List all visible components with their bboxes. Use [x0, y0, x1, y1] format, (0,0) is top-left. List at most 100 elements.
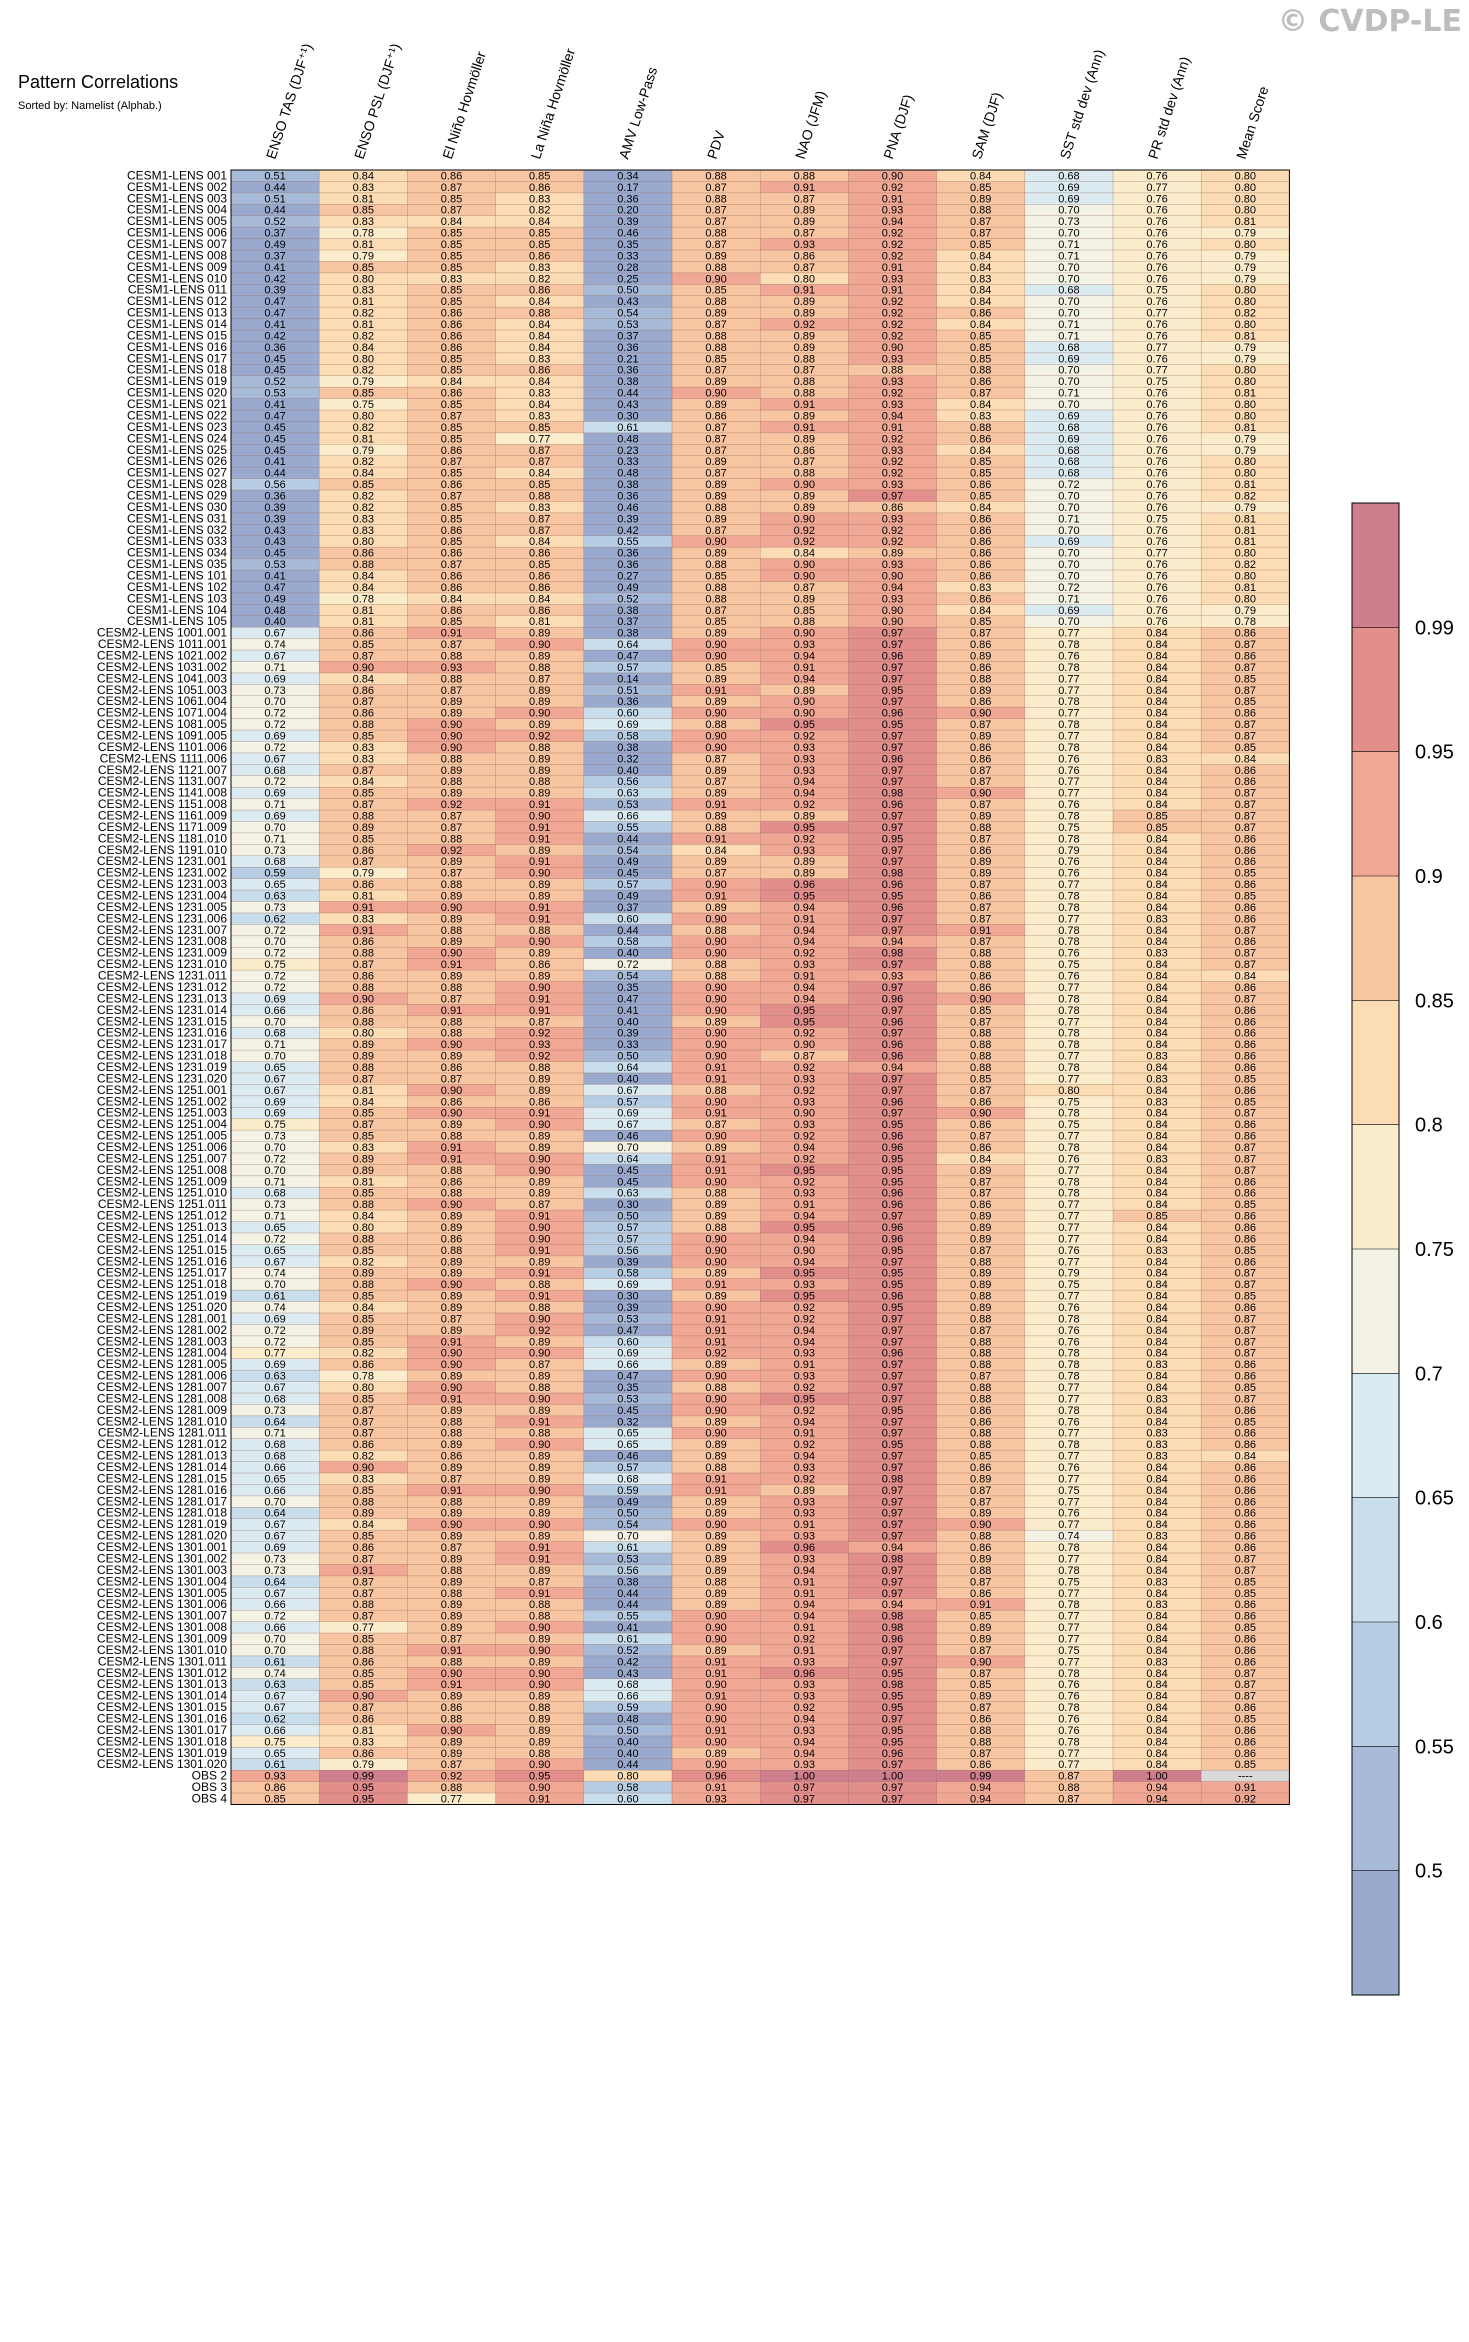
heatmap-cell [760, 1267, 849, 1279]
cell-value: 0.83 [1146, 1153, 1167, 1165]
cell-value: 0.64 [264, 1416, 285, 1428]
cell-value: 0.83 [1146, 1656, 1167, 1668]
heatmap-cell [672, 1678, 761, 1691]
heatmap-cell [407, 730, 496, 742]
cell-value: 0.78 [1058, 1439, 1079, 1451]
row-label: CESM2-LENS 1281.004 [97, 1346, 227, 1360]
heatmap-cell [495, 535, 584, 548]
row-label: CESM2-LENS 1231.019 [97, 1060, 227, 1074]
heatmap-cell [1113, 901, 1202, 913]
cell-value: 0.66 [264, 1622, 285, 1634]
cell-value: 0.88 [441, 1496, 462, 1508]
heatmap-cell [231, 764, 320, 776]
heatmap-cell [672, 455, 761, 468]
cell-value: 0.88 [705, 1085, 726, 1097]
cell-value: 0.87 [441, 811, 462, 823]
heatmap-cell [760, 752, 849, 765]
cell-value: 0.93 [794, 1096, 815, 1108]
cell-value: 0.90 [794, 1108, 815, 1120]
cell-value: 0.80 [353, 410, 374, 422]
cell-value: 0.52 [617, 593, 638, 605]
cell-value: 0.86 [529, 570, 550, 582]
cell-value: 0.84 [1146, 1382, 1167, 1394]
heatmap-cell [848, 227, 937, 239]
heatmap-cell [1113, 410, 1202, 422]
heatmap-cell [1113, 924, 1202, 936]
cell-value: 0.81 [353, 193, 374, 205]
heatmap-cell [231, 1507, 320, 1519]
heatmap-cell [1201, 1118, 1290, 1131]
row-label: CESM2-LENS 1051.003 [97, 683, 227, 697]
cell-value: 0.88 [794, 388, 815, 400]
cell-value: 0.27 [617, 570, 638, 582]
heatmap-cell [1024, 512, 1113, 525]
cell-value: 0.78 [1058, 1702, 1079, 1714]
heatmap-cell [760, 1553, 849, 1565]
cell-value: 0.86 [1235, 1359, 1256, 1371]
heatmap-cell [760, 1370, 849, 1382]
heatmap-cell [672, 1152, 761, 1165]
cell-value: 0.76 [1146, 216, 1167, 228]
cell-value: 0.84 [353, 170, 374, 182]
cell-value: 0.92 [794, 1176, 815, 1188]
heatmap-cell [848, 1210, 937, 1222]
cell-value: 0.69 [264, 788, 285, 800]
heatmap-cell [495, 1575, 584, 1588]
heatmap-cell [760, 501, 849, 513]
cell-value: 0.97 [882, 696, 903, 708]
cell-value: 0.95 [882, 1119, 903, 1131]
cell-value: 0.96 [882, 993, 903, 1005]
heatmap-cell [1201, 501, 1290, 513]
heatmap-cell [231, 1484, 320, 1496]
heatmap-cell [231, 1701, 320, 1714]
heatmap-cell [760, 844, 849, 856]
heatmap-cell [672, 261, 761, 273]
heatmap-cell [319, 1004, 408, 1016]
cell-value: 0.36 [617, 193, 638, 205]
heatmap-cell [583, 1793, 672, 1805]
heatmap-cell [231, 284, 320, 296]
cell-value: 0.53 [617, 1393, 638, 1405]
cell-value: 0.78 [1058, 1005, 1079, 1017]
heatmap-cell [760, 1164, 849, 1176]
cell-value: 0.86 [529, 959, 550, 971]
heatmap-cell [1113, 1358, 1202, 1371]
heatmap-cell [760, 410, 849, 422]
cell-value: 0.77 [1058, 1016, 1079, 1028]
cell-value: 0.91 [529, 993, 550, 1005]
heatmap-cell [760, 741, 849, 753]
heatmap-cell [848, 1038, 937, 1051]
heatmap-cell [1201, 1301, 1290, 1313]
heatmap-cell [407, 844, 496, 856]
cell-value: 0.89 [441, 1268, 462, 1280]
heatmap-cell [1201, 1244, 1290, 1256]
heatmap-cell [319, 1770, 408, 1782]
heatmap-cell [231, 375, 320, 388]
cell-value: 0.44 [617, 833, 638, 845]
cell-value: 0.84 [1146, 1005, 1167, 1017]
cell-value: 0.93 [794, 1553, 815, 1565]
cell-value: 0.97 [794, 1793, 815, 1805]
heatmap-cell [1113, 547, 1202, 559]
cell-value: 0.84 [529, 296, 550, 308]
heatmap-cell [407, 490, 496, 502]
cell-value: 0.90 [705, 913, 726, 925]
heatmap-cell [848, 592, 937, 605]
cell-value: 0.85 [1235, 1245, 1256, 1257]
heatmap-cell [1024, 1095, 1113, 1108]
cell-value: 0.88 [794, 353, 815, 365]
heatmap-cell [760, 1198, 849, 1211]
heatmap-cell [231, 1290, 320, 1302]
cell-value: 0.86 [1235, 776, 1256, 788]
cell-value: 0.47 [617, 1371, 638, 1383]
cell-value: 0.80 [1235, 593, 1256, 605]
cell-value: 0.89 [441, 708, 462, 720]
cell-value: 0.93 [264, 1771, 285, 1783]
cell-value: 0.89 [705, 1451, 726, 1463]
heatmap-cell [1113, 970, 1202, 982]
cell-value: 0.84 [1146, 1028, 1167, 1040]
row-label: CESM2-LENS 1301.005 [97, 1586, 227, 1600]
cell-value: 0.49 [264, 239, 285, 251]
heatmap-cell [1113, 1747, 1202, 1759]
cell-value: 0.56 [617, 776, 638, 788]
